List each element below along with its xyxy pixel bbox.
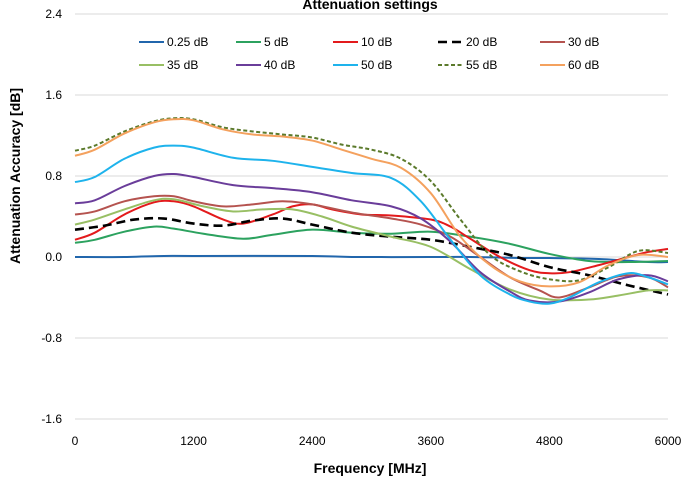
legend-label: 35 dB <box>167 58 198 72</box>
y-tick-label: -0.8 <box>41 331 62 345</box>
x-axis-title: Frequency [MHz] <box>314 460 427 476</box>
series-line-40-db <box>74 172 669 304</box>
series-line-20-db <box>74 216 669 296</box>
series-line-0-25-db <box>74 254 669 264</box>
series-line-60-db <box>74 118 669 288</box>
y-tick-label: 2.4 <box>45 7 62 21</box>
series-line-30-db <box>74 194 669 299</box>
y-axis-title: Attenuation Accuracy [dB] <box>7 88 23 264</box>
legend-label: 10 dB <box>361 35 392 49</box>
y-tick-label: 1.6 <box>45 88 62 102</box>
x-tick-label: 6000 <box>655 434 682 448</box>
x-tick-label: 1200 <box>180 434 207 448</box>
legend-item: 30 dB <box>540 35 599 49</box>
y-tick-label: -1.6 <box>41 412 62 426</box>
series-line-55-db <box>74 117 669 283</box>
legend-label: 40 dB <box>264 58 295 72</box>
tick-labels: -1.6 -0.8 0.0 0.8 1.6 2.4 0 1200 2400 3600 4800 600… <box>41 7 681 448</box>
legend: 0.25 dB 5 dB 10 dB 20 dB 30 dB 35 dB 40 dB 50 d… <box>139 35 599 72</box>
chart-title: Attenuation settings <box>302 0 438 12</box>
series-line-10-db <box>74 199 669 275</box>
legend-label: 50 dB <box>361 58 392 72</box>
legend-item: 0.25 dB <box>139 35 208 49</box>
x-tick-label: 4800 <box>536 434 563 448</box>
x-tick-label: 3600 <box>417 434 444 448</box>
legend-item: 60 dB <box>540 58 599 72</box>
series-line-50-db <box>74 144 669 305</box>
legend-label: 30 dB <box>568 35 599 49</box>
legend-item: 40 dB <box>236 58 295 72</box>
x-tick-label: 2400 <box>299 434 326 448</box>
legend-label: 55 dB <box>466 58 497 72</box>
series-line-35-db <box>74 197 669 302</box>
legend-label: 0.25 dB <box>167 35 208 49</box>
legend-item: 20 dB <box>438 35 497 49</box>
legend-item: 5 dB <box>236 35 289 49</box>
series-lines <box>74 117 669 305</box>
legend-item: 10 dB <box>333 35 392 49</box>
y-tick-label: 0.0 <box>45 250 62 264</box>
legend-label: 60 dB <box>568 58 599 72</box>
legend-item: 35 dB <box>139 58 198 72</box>
legend-label: 20 dB <box>466 35 497 49</box>
y-tick-label: 0.8 <box>45 169 62 183</box>
legend-item: 50 dB <box>333 58 392 72</box>
legend-item: 55 dB <box>438 58 497 72</box>
series-line-5-db <box>74 225 669 264</box>
x-tick-label: 0 <box>72 434 79 448</box>
legend-label: 5 dB <box>264 35 289 49</box>
